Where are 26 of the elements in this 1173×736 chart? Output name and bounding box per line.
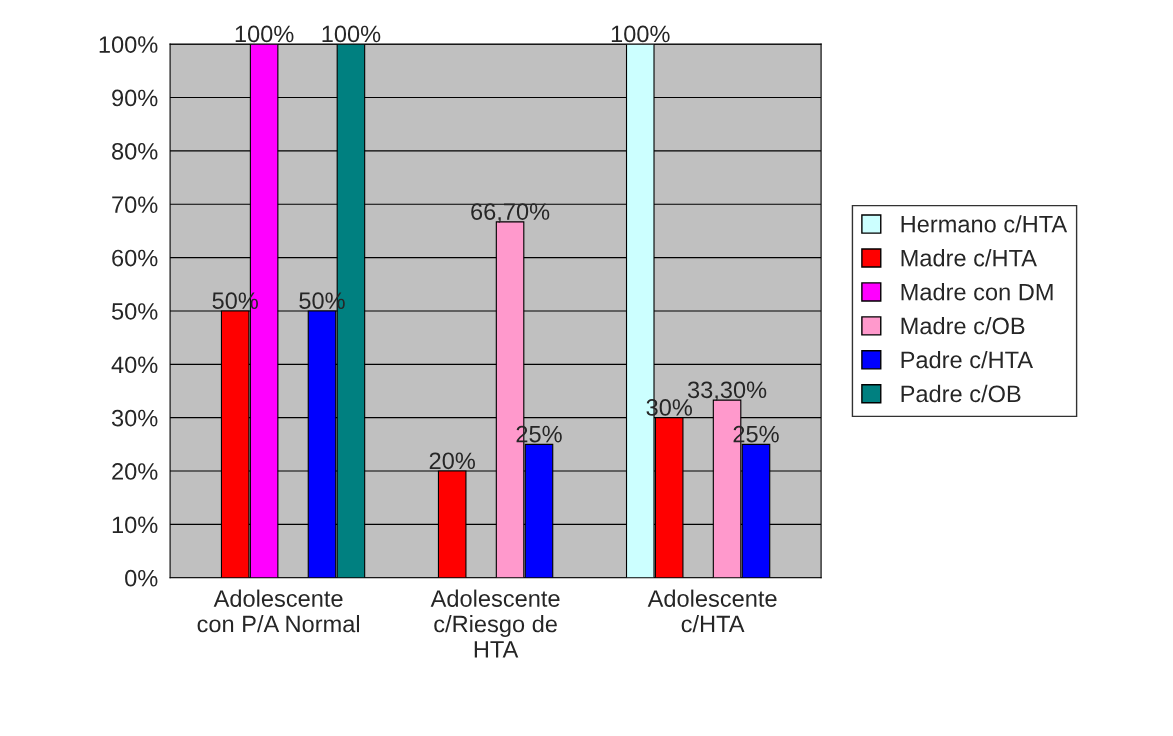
y-tick-label: 40% — [111, 356, 158, 374]
legend-label: Hermano c/HTA — [901, 215, 1068, 233]
y-tick-label: 50% — [111, 303, 158, 320]
y-tick-label: 90% — [112, 89, 158, 107]
legend-label: Padre c/HTA — [901, 350, 1034, 369]
y-tick-label: 60% — [112, 249, 158, 267]
x-tick-label: Adolescente con P/A Normal — [197, 589, 360, 633]
legend-label: Madre c/HTA — [901, 249, 1037, 267]
legend-label: Madre c/OB — [901, 316, 1025, 335]
y-tick-label: 0% — [125, 569, 158, 587]
data-label: 20% — [429, 452, 475, 470]
y-tick-label: 80% — [112, 142, 158, 160]
y-tick-label: 20% — [112, 463, 158, 480]
y-tick-label: 70% — [112, 196, 158, 214]
x-tick-label: Adolescente c/HTA — [647, 589, 777, 633]
legend-label: Padre c/OB — [901, 384, 1021, 403]
legend-label: Madre con DM — [901, 283, 1053, 301]
y-tick-label: 100% — [99, 36, 158, 53]
data-label: 100% — [235, 25, 294, 43]
y-tick-label: 30% — [111, 409, 158, 427]
data-label: 66,70% — [471, 203, 550, 223]
data-label: 33,30% — [687, 381, 767, 401]
x-tick-label: Adolescente c/Riesgo de HTA — [430, 589, 560, 658]
data-label: 100% — [322, 25, 381, 43]
data-label: 100% — [611, 25, 670, 43]
y-tick-label: 10% — [112, 516, 158, 534]
